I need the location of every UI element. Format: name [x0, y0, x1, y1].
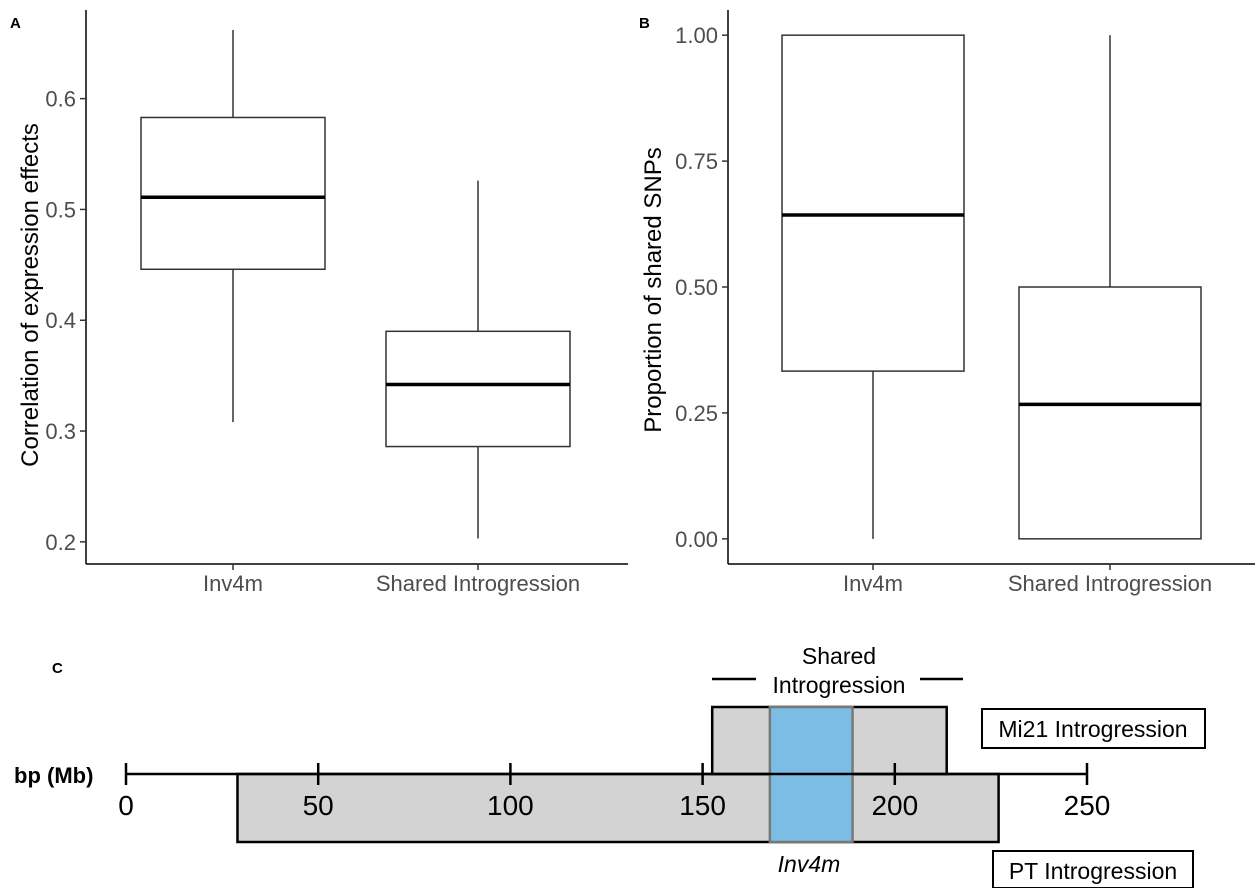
box-iqr [385, 330, 571, 448]
panel-b: B Proportion of shared SNPs 0.00 0.25 0.50… [639, 10, 1255, 596]
x-tick-label: Shared Introgression [1008, 571, 1212, 596]
panel-c-label: C [52, 660, 63, 677]
panel-b-boxes [781, 34, 1202, 540]
x-tick-label: Inv4m [203, 571, 263, 596]
panel-c-regions [236, 705, 1000, 844]
panel-a-x-ticks: Inv4m Shared Introgression [203, 564, 580, 596]
x-tick-label: Shared Introgression [376, 571, 580, 596]
y-tick-label: 0.00 [675, 527, 718, 552]
panel-a-y-axis-title: Correlation of expression effects [17, 123, 44, 467]
panel-c-region-labels: Mi21 Introgression PT Introgression Inv4… [778, 708, 1206, 888]
box-iqr [1018, 286, 1202, 540]
panel-a-boxes [140, 29, 571, 539]
pt-label-box [992, 850, 1194, 888]
panel-a-y-ticks: 0.2 0.3 0.4 0.5 0.6 [45, 87, 86, 555]
panel-b-y-ticks: 0.00 0.25 0.50 0.75 1.00 [675, 23, 728, 552]
y-tick-label: 0.2 [45, 530, 76, 555]
panel-a: A Correlation of expression effects 0.20… [10, 10, 628, 596]
panel-a-label: A [10, 15, 21, 32]
x-tick-label: Inv4m [843, 571, 903, 596]
panel-b-label: B [639, 15, 650, 32]
pt-introgression-region [236, 772, 1000, 844]
shared-introgression-annotation: Shared Introgression [712, 643, 963, 698]
panel-c: C bp (Mb) 0 50 100 150 200 250 Shared Introgr… [14, 643, 1206, 888]
y-tick-label: 0.4 [45, 308, 76, 333]
panel-b-y-axis-title: Proportion of shared SNPs [640, 147, 667, 432]
y-tick-label: 0.50 [675, 275, 718, 300]
y-tick-label: 0.5 [45, 197, 76, 222]
shared-label-line2: Introgression [773, 672, 906, 698]
mi21-label: Mi21 Introgression [998, 716, 1187, 742]
box-iqr [140, 116, 326, 271]
c-tick-label: 50 [303, 790, 334, 821]
c-tick-label: 150 [679, 790, 726, 821]
mi21-label-box [981, 708, 1206, 749]
shared-label-line1: Shared [802, 643, 876, 669]
y-tick-label: 1.00 [675, 23, 718, 48]
panel-c-axis-label: bp (Mb) [14, 763, 93, 788]
y-tick-label: 0.25 [675, 401, 718, 426]
y-tick-label: 0.3 [45, 419, 76, 444]
c-tick-label: 0 [118, 790, 134, 821]
c-tick-label: 250 [1064, 790, 1111, 821]
box-iqr [781, 34, 965, 372]
y-tick-label: 0.75 [675, 149, 718, 174]
pt-label: PT Introgression [1009, 858, 1177, 884]
c-tick-label: 200 [871, 790, 918, 821]
c-tick-label: 100 [487, 790, 534, 821]
panel-b-x-ticks: Inv4m Shared Introgression [843, 564, 1212, 596]
y-tick-label: 0.6 [45, 87, 76, 112]
inv4m-label: Inv4m [778, 851, 841, 877]
panel-c-ticks: 0 50 100 150 200 250 [118, 763, 1110, 821]
